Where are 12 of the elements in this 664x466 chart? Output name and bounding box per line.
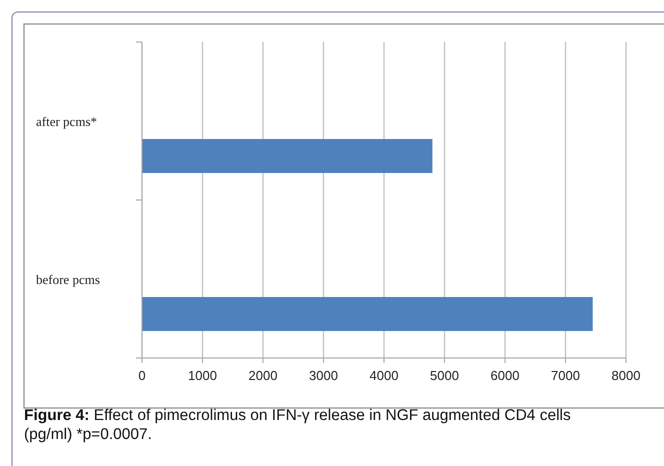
x-tick-label: 1000 [188,368,217,383]
x-tick-label: 5000 [430,368,459,383]
x-tick-label: 3000 [309,368,338,383]
x-tick-label: 4000 [370,368,398,383]
y-tick-label: after pcms* [36,114,98,129]
x-tick-label: 2000 [248,368,278,383]
x-tick-label: 7000 [551,368,580,383]
caption: Figure 4: Effect of pimecrolimus on IFN-γ release in NGF augmented CD4 cells (pg/ml) *p=0.0007. [24,407,571,443]
x-tick-label: 6000 [490,368,520,383]
x-tick-label: 8000 [612,368,640,383]
y-tick-label: before pcms [36,272,100,287]
x-tick-label: 0 [138,368,146,383]
